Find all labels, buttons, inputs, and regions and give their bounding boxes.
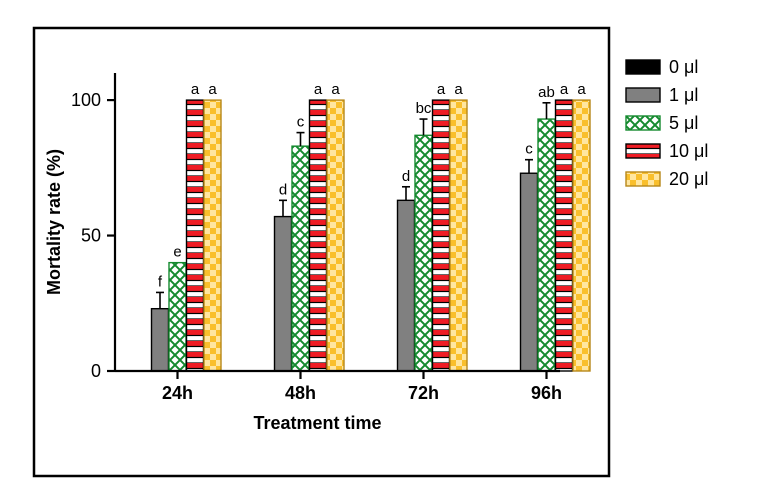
- x-tick-label: 48h: [285, 383, 316, 403]
- bar: [415, 135, 432, 371]
- sig-letter: a: [560, 81, 569, 98]
- x-tick-label: 72h: [408, 383, 439, 403]
- sig-letter: c: [297, 114, 305, 131]
- sig-letter: a: [208, 81, 217, 98]
- sig-letter: a: [314, 81, 323, 98]
- bar: [573, 100, 590, 371]
- x-tick-label: 96h: [531, 383, 562, 403]
- bar: [310, 100, 327, 371]
- bar: [521, 173, 538, 371]
- bar: [327, 100, 344, 371]
- x-tick-label: 24h: [162, 383, 193, 403]
- sig-letter: e: [173, 244, 181, 261]
- sig-letter: d: [402, 168, 410, 185]
- bar: [292, 146, 309, 371]
- sig-letter: c: [525, 141, 533, 158]
- sig-letter: a: [437, 81, 446, 98]
- sig-letter: d: [279, 181, 287, 198]
- legend-label: 10 μl: [669, 141, 708, 161]
- bar: [538, 119, 555, 371]
- sig-letter: a: [191, 81, 200, 98]
- bar: [204, 100, 221, 371]
- sig-letter: bc: [416, 100, 432, 117]
- y-tick-label: 100: [71, 90, 101, 110]
- y-tick-label: 0: [91, 361, 101, 381]
- bar: [169, 263, 186, 371]
- y-axis-label: Mortality rate (%): [44, 149, 64, 295]
- sig-letter: a: [331, 81, 340, 98]
- mortality-bar-chart: 050100Mortality rate (%)Treatment timefe…: [0, 0, 770, 502]
- bar: [152, 309, 169, 371]
- bar: [275, 217, 292, 371]
- legend-label: 0 μl: [669, 57, 698, 77]
- bar: [556, 100, 573, 371]
- sig-letter: ab: [538, 84, 555, 101]
- bar: [433, 100, 450, 371]
- legend-label: 20 μl: [669, 169, 708, 189]
- legend-label: 5 μl: [669, 113, 698, 133]
- bar: [450, 100, 467, 371]
- y-tick-label: 50: [81, 226, 101, 246]
- bar: [398, 200, 415, 371]
- sig-letter: a: [577, 81, 586, 98]
- legend-swatch: [626, 172, 660, 186]
- bar: [187, 100, 204, 371]
- legend-swatch: [626, 88, 660, 102]
- x-axis-label: Treatment time: [253, 413, 381, 433]
- legend-label: 1 μl: [669, 85, 698, 105]
- legend-swatch: [626, 144, 660, 158]
- sig-letter: a: [454, 81, 463, 98]
- legend-swatch: [626, 116, 660, 130]
- legend-swatch: [626, 60, 660, 74]
